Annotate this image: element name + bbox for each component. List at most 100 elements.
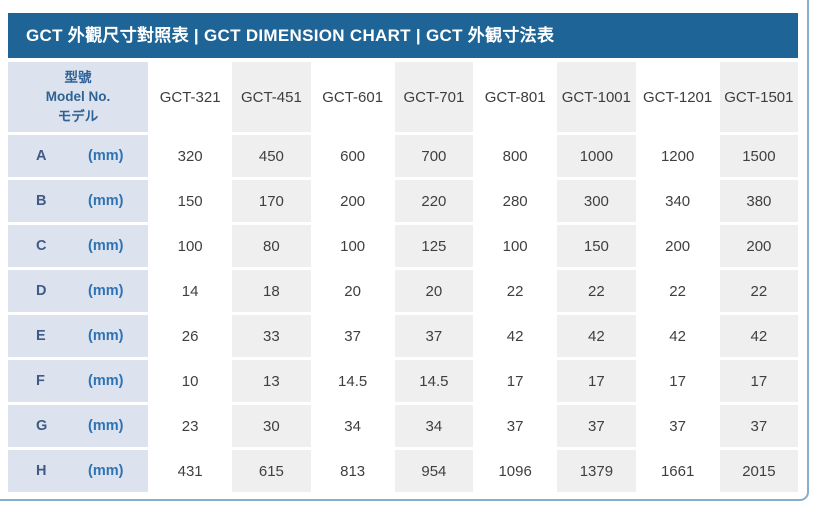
value-g-gct-1501: 37: [719, 405, 798, 447]
row-label-e: E (mm): [8, 315, 148, 357]
value-c-gct-321: 100: [151, 225, 230, 267]
value-f-gct-451: 13: [232, 360, 311, 402]
value-f-gct-801: 17: [476, 360, 555, 402]
model-header-cell: 型號 Model No. モデル: [8, 62, 148, 132]
value-d-gct-1001: 22: [557, 270, 636, 312]
value-e-gct-321: 26: [151, 315, 230, 357]
value-h-gct-1001: 1379: [557, 450, 636, 492]
value-c-gct-701: 125: [394, 225, 473, 267]
value-f-gct-1001: 17: [557, 360, 636, 402]
row-letter: H: [36, 463, 47, 479]
value-a-gct-321: 320: [151, 135, 230, 177]
value-h-gct-321: 431: [151, 450, 230, 492]
row-label-b: B (mm): [8, 180, 148, 222]
value-e-gct-601: 37: [313, 315, 392, 357]
value-g-gct-1201: 37: [638, 405, 717, 447]
value-f-gct-321: 10: [151, 360, 230, 402]
value-a-gct-701: 700: [394, 135, 473, 177]
model-header-ja: モデル: [57, 108, 99, 124]
value-d-gct-701: 20: [394, 270, 473, 312]
row-letter: A: [36, 148, 47, 164]
row-label-a: A (mm): [8, 135, 148, 177]
value-g-gct-451: 30: [232, 405, 311, 447]
column-header-gct-701: GCT-701: [394, 62, 473, 132]
row-unit: (mm): [88, 283, 124, 299]
value-e-gct-451: 33: [232, 315, 311, 357]
table-title-bar: GCT 外觀尺寸對照表 | GCT DIMENSION CHART | GCT …: [8, 13, 798, 58]
value-h-gct-451: 615: [232, 450, 311, 492]
value-b-gct-451: 170: [232, 180, 311, 222]
value-e-gct-1001: 42: [557, 315, 636, 357]
value-e-gct-801: 42: [476, 315, 555, 357]
column-header-gct-1001: GCT-1001: [557, 62, 636, 132]
value-a-gct-1501: 1500: [719, 135, 798, 177]
value-e-gct-1201: 42: [638, 315, 717, 357]
value-b-gct-1201: 340: [638, 180, 717, 222]
row-unit: (mm): [88, 418, 124, 434]
value-g-gct-321: 23: [151, 405, 230, 447]
value-d-gct-1501: 22: [719, 270, 798, 312]
dimension-table: 型號 Model No. モデル GCT-321 GCT-451 GCT-601 GC…: [8, 62, 798, 492]
row-label-f: F (mm): [8, 360, 148, 402]
value-a-gct-1201: 1200: [638, 135, 717, 177]
value-a-gct-601: 600: [313, 135, 392, 177]
value-a-gct-801: 800: [476, 135, 555, 177]
value-d-gct-601: 20: [313, 270, 392, 312]
value-b-gct-801: 280: [476, 180, 555, 222]
row-letter: F: [36, 373, 45, 389]
value-d-gct-451: 18: [232, 270, 311, 312]
row-letter: G: [36, 418, 48, 434]
value-b-gct-1001: 300: [557, 180, 636, 222]
value-c-gct-1001: 150: [557, 225, 636, 267]
value-h-gct-701: 954: [394, 450, 473, 492]
value-f-gct-701: 14.5: [394, 360, 473, 402]
value-a-gct-451: 450: [232, 135, 311, 177]
value-g-gct-701: 34: [394, 405, 473, 447]
row-label-h: H (mm): [8, 450, 148, 492]
value-f-gct-601: 14.5: [313, 360, 392, 402]
value-f-gct-1501: 17: [719, 360, 798, 402]
model-header-zh: 型號: [64, 69, 92, 85]
row-label-g: G (mm): [8, 405, 148, 447]
value-b-gct-701: 220: [394, 180, 473, 222]
row-letter: C: [36, 238, 47, 254]
column-header-gct-801: GCT-801: [476, 62, 555, 132]
value-d-gct-321: 14: [151, 270, 230, 312]
value-c-gct-451: 80: [232, 225, 311, 267]
value-g-gct-801: 37: [476, 405, 555, 447]
value-a-gct-1001: 1000: [557, 135, 636, 177]
row-letter: B: [36, 193, 47, 209]
row-unit: (mm): [88, 238, 124, 254]
value-g-gct-1001: 37: [557, 405, 636, 447]
column-header-gct-1501: GCT-1501: [719, 62, 798, 132]
row-label-c: C (mm): [8, 225, 148, 267]
row-unit: (mm): [88, 463, 124, 479]
row-letter: E: [36, 328, 46, 344]
value-g-gct-601: 34: [313, 405, 392, 447]
value-h-gct-601: 813: [313, 450, 392, 492]
value-c-gct-1201: 200: [638, 225, 717, 267]
row-label-d: D (mm): [8, 270, 148, 312]
value-c-gct-601: 100: [313, 225, 392, 267]
row-unit: (mm): [88, 373, 124, 389]
value-d-gct-1201: 22: [638, 270, 717, 312]
value-e-gct-701: 37: [394, 315, 473, 357]
value-c-gct-801: 100: [476, 225, 555, 267]
value-h-gct-1201: 1661: [638, 450, 717, 492]
value-d-gct-801: 22: [476, 270, 555, 312]
row-unit: (mm): [88, 148, 124, 164]
row-unit: (mm): [88, 328, 124, 344]
column-header-gct-321: GCT-321: [151, 62, 230, 132]
row-letter: D: [36, 283, 47, 299]
value-c-gct-1501: 200: [719, 225, 798, 267]
value-b-gct-601: 200: [313, 180, 392, 222]
column-header-gct-451: GCT-451: [232, 62, 311, 132]
value-f-gct-1201: 17: [638, 360, 717, 402]
column-header-gct-601: GCT-601: [313, 62, 392, 132]
column-header-gct-1201: GCT-1201: [638, 62, 717, 132]
value-b-gct-1501: 380: [719, 180, 798, 222]
value-h-gct-1501: 2015: [719, 450, 798, 492]
value-e-gct-1501: 42: [719, 315, 798, 357]
value-h-gct-801: 1096: [476, 450, 555, 492]
row-unit: (mm): [88, 193, 124, 209]
